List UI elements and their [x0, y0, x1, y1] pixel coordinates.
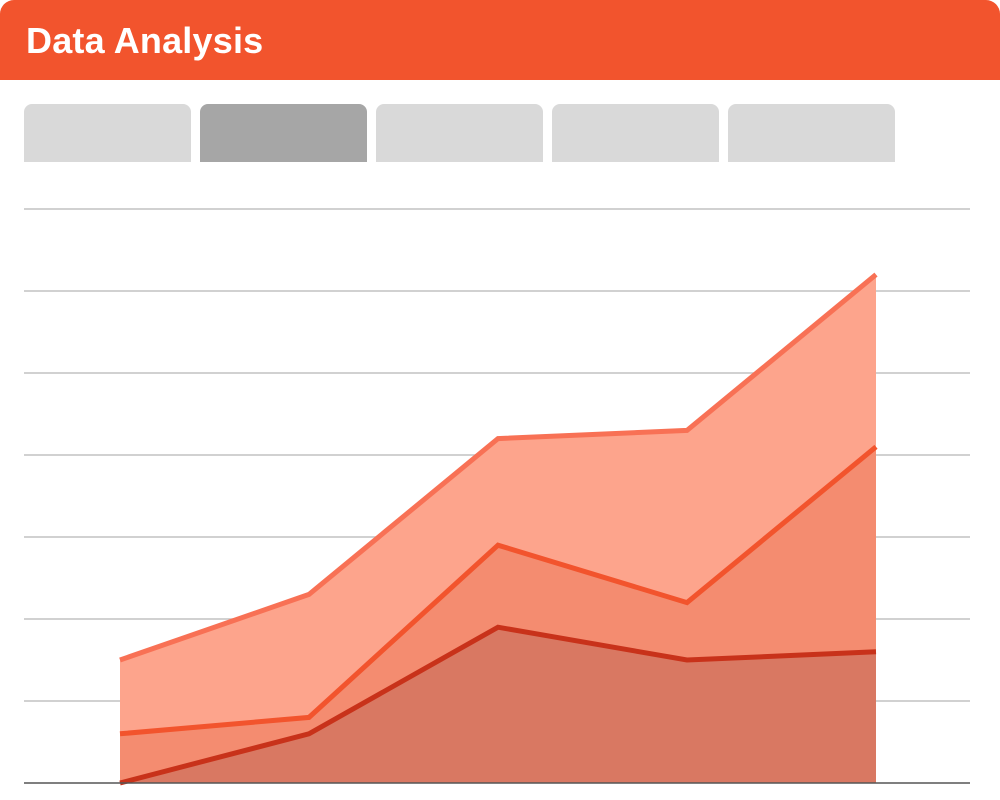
line-series-3 — [119, 272, 878, 663]
tab-5[interactable] — [728, 104, 895, 162]
chart-areas — [120, 274, 876, 783]
line-series-2 — [119, 444, 878, 737]
chart-lines — [119, 272, 878, 786]
tab-4[interactable] — [552, 104, 719, 162]
page-title: Data Analysis — [26, 20, 264, 61]
area-chart — [24, 208, 970, 786]
area-series-1 — [120, 627, 876, 783]
tab-3[interactable] — [376, 104, 543, 162]
tab-1[interactable] — [24, 104, 191, 162]
tab-2[interactable] — [200, 104, 367, 162]
line-series-1 — [119, 624, 877, 786]
header-bar: Data Analysis — [0, 0, 1000, 80]
